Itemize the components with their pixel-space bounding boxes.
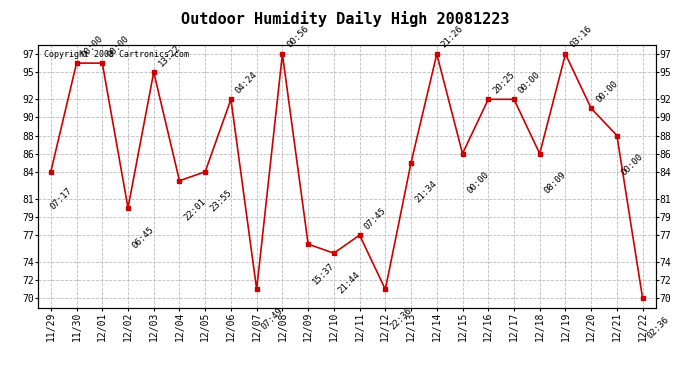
Text: 00:56: 00:56 [285, 24, 310, 50]
Text: 06:45: 06:45 [131, 225, 156, 250]
Text: 23:55: 23:55 [208, 188, 233, 214]
Text: 03:16: 03:16 [569, 24, 593, 50]
Text: Outdoor Humidity Daily High 20081223: Outdoor Humidity Daily High 20081223 [181, 11, 509, 27]
Text: 08:09: 08:09 [542, 170, 568, 196]
Text: 07:17: 07:17 [48, 186, 73, 211]
Text: 07:49: 07:49 [259, 306, 285, 332]
Text: 21:26: 21:26 [440, 24, 465, 50]
Text: 22:36: 22:36 [388, 306, 413, 332]
Text: 00:00: 00:00 [620, 152, 645, 177]
Text: 00:00: 00:00 [465, 170, 491, 196]
Text: 15:37: 15:37 [311, 261, 336, 286]
Text: 07:45: 07:45 [362, 206, 388, 231]
Text: 20:25: 20:25 [491, 70, 516, 95]
Text: 22:01: 22:01 [182, 198, 208, 223]
Text: 13:22: 13:22 [157, 43, 182, 68]
Text: 21:44: 21:44 [337, 270, 362, 295]
Text: 04:24: 04:24 [234, 70, 259, 95]
Text: 21:34: 21:34 [414, 179, 440, 205]
Text: 00:00: 00:00 [594, 79, 620, 104]
Text: 00:00: 00:00 [79, 34, 105, 59]
Text: 00:00: 00:00 [105, 34, 130, 59]
Text: Copyright 2008 Cartronics.com: Copyright 2008 Cartronics.com [44, 50, 189, 59]
Text: 00:00: 00:00 [517, 70, 542, 95]
Text: 02:36: 02:36 [645, 315, 671, 340]
